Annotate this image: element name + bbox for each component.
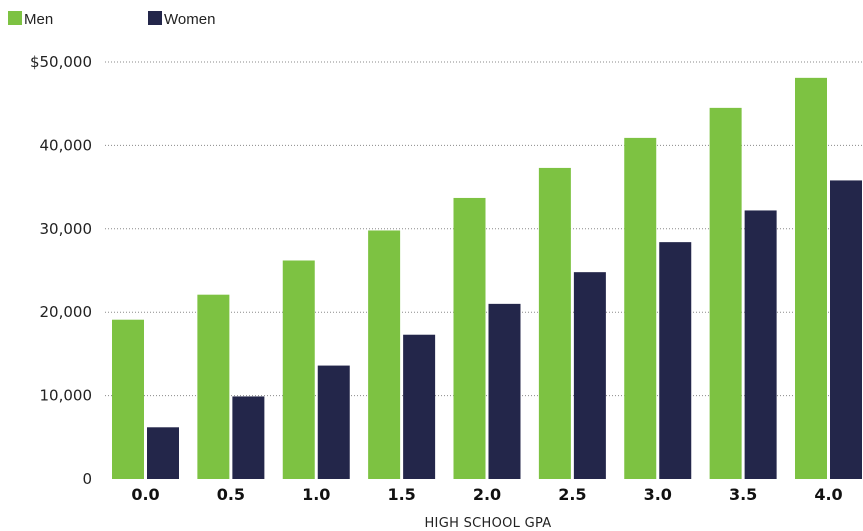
x-tick-label: 3.5 (729, 485, 757, 504)
bar-women (232, 396, 264, 479)
bar-men (539, 168, 571, 479)
legend: Men Women (8, 11, 215, 28)
bar-women (745, 210, 777, 479)
x-tick-label: 2.0 (473, 485, 501, 504)
bar-men (624, 138, 656, 479)
bar-women (659, 242, 691, 479)
bar-women (574, 272, 606, 479)
bar-women (830, 180, 862, 479)
bar-men (197, 295, 229, 479)
y-tick-label: 20,000 (40, 303, 93, 321)
bar-men (368, 230, 400, 479)
bar-men (112, 320, 144, 479)
bar-men (795, 78, 827, 479)
bar-women (318, 366, 350, 479)
x-axis-label: HIGH SCHOOL GPA (424, 516, 551, 531)
x-tick-label: 1.5 (387, 485, 415, 504)
y-tick-label: 30,000 (40, 220, 93, 238)
bar-women (489, 304, 521, 479)
bars (112, 78, 862, 479)
y-axis: 0 10,000 20,000 30,000 40,000 $50,000 (30, 53, 92, 488)
bar-women (403, 335, 435, 479)
y-tick-label: 0 (82, 470, 92, 488)
y-tick-label: 40,000 (40, 136, 93, 154)
x-tick-label: 0.0 (131, 485, 159, 504)
bar-men (710, 108, 742, 479)
legend-label-women: Women (164, 11, 215, 28)
x-tick-label: 1.0 (302, 485, 330, 504)
y-tick-label: 10,000 (40, 387, 93, 405)
bar-women (147, 427, 179, 479)
x-tick-label: 0.5 (217, 485, 245, 504)
x-tick-label: 4.0 (814, 485, 842, 504)
y-tick-label: $50,000 (30, 53, 92, 71)
legend-swatch-men (8, 11, 22, 25)
x-tick-label: 2.5 (558, 485, 586, 504)
bar-men (454, 198, 486, 479)
x-axis: 0.0 0.5 1.0 1.5 2.0 2.5 3.0 3.5 4.0 (131, 485, 842, 504)
x-tick-label: 3.0 (644, 485, 672, 504)
bar-men (283, 260, 315, 479)
legend-swatch-women (148, 11, 162, 25)
legend-label-men: Men (24, 11, 53, 28)
